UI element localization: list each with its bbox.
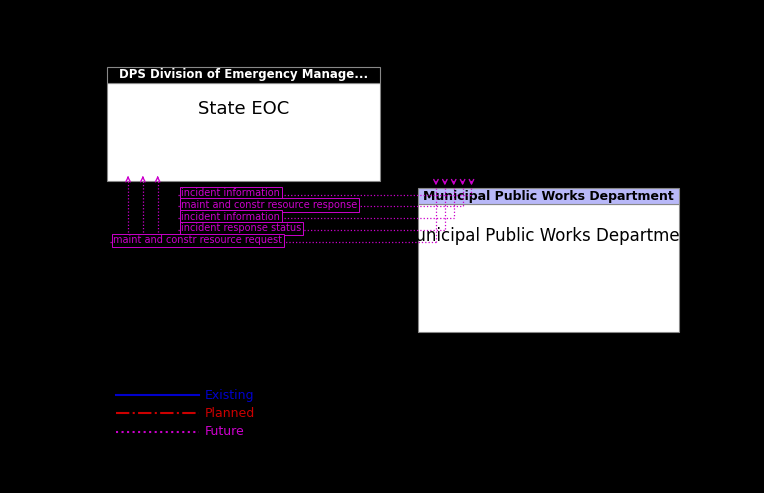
Text: incident information: incident information — [181, 188, 280, 198]
Bar — [107, 67, 380, 83]
Text: incident response status: incident response status — [181, 223, 302, 234]
Text: Municipal Public Works Department: Municipal Public Works Department — [400, 227, 696, 245]
Bar — [418, 204, 678, 332]
Bar — [107, 83, 380, 180]
Text: DPS Division of Emergency Manage...: DPS Division of Emergency Manage... — [119, 68, 368, 81]
Text: maint and constr resource response: maint and constr resource response — [181, 200, 358, 210]
Text: maint and constr resource request: maint and constr resource request — [113, 235, 282, 245]
Text: State EOC: State EOC — [198, 100, 289, 118]
Text: Future: Future — [205, 425, 244, 438]
Text: Existing: Existing — [205, 388, 254, 402]
Text: incident information: incident information — [181, 211, 280, 222]
Bar — [418, 188, 678, 204]
Text: Planned: Planned — [205, 407, 255, 420]
Text: Municipal Public Works Department: Municipal Public Works Department — [423, 190, 674, 203]
